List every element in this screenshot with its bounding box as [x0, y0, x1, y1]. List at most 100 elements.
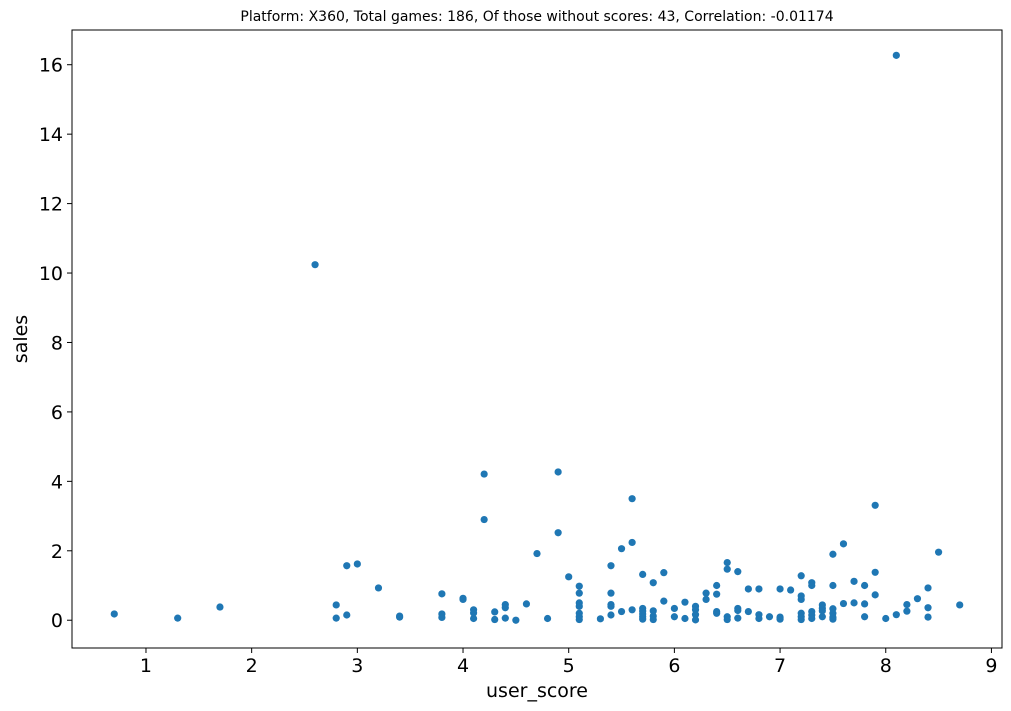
x-tick-label: 1	[140, 655, 152, 677]
x-tick-label: 2	[246, 655, 258, 677]
data-point	[787, 586, 795, 594]
y-tick-label: 6	[51, 402, 63, 424]
data-point	[596, 615, 605, 623]
data-point	[861, 581, 869, 590]
y-tick-label: 0	[51, 610, 63, 632]
data-point	[734, 568, 742, 576]
data-point	[480, 515, 488, 524]
data-point	[871, 501, 879, 509]
data-point	[670, 613, 678, 621]
y-tick-label: 10	[39, 263, 63, 285]
data-point	[956, 601, 964, 609]
data-point	[480, 470, 488, 478]
points-layer	[110, 51, 964, 624]
data-point	[892, 51, 900, 59]
data-point	[628, 538, 636, 547]
data-point	[374, 584, 383, 592]
data-point	[396, 613, 404, 621]
data-point	[343, 562, 351, 570]
data-point	[617, 545, 626, 553]
data-point	[903, 601, 911, 609]
y-axis-ticks: 0 2 4 6 8 10 12 14 16	[39, 55, 72, 632]
data-point	[723, 558, 731, 567]
data-point	[934, 548, 943, 556]
data-point	[649, 607, 657, 615]
data-point	[332, 614, 340, 622]
data-point	[776, 585, 784, 593]
data-point	[575, 615, 583, 624]
data-point	[744, 607, 752, 616]
data-point	[501, 614, 509, 622]
data-point	[512, 616, 520, 624]
data-point	[797, 615, 805, 624]
data-point	[924, 604, 932, 612]
x-tick-label: 6	[668, 655, 680, 677]
data-point	[311, 261, 319, 269]
data-point	[607, 611, 615, 619]
data-point	[681, 614, 689, 623]
data-point	[713, 590, 721, 598]
data-point	[575, 582, 583, 590]
data-point	[607, 562, 615, 570]
data-point	[174, 614, 182, 622]
data-point	[839, 540, 848, 548]
data-point	[575, 589, 583, 597]
data-point	[554, 468, 562, 476]
data-point	[522, 600, 531, 608]
data-point	[850, 599, 858, 607]
y-tick-label: 4	[51, 471, 63, 493]
data-point	[681, 598, 689, 606]
x-tick-label: 4	[457, 655, 469, 677]
data-point	[924, 613, 932, 621]
data-point	[565, 573, 573, 581]
data-point	[903, 607, 911, 615]
data-point	[575, 602, 583, 610]
data-point	[554, 529, 562, 537]
data-point	[808, 581, 816, 590]
data-point	[829, 550, 837, 558]
data-point	[343, 611, 351, 619]
data-point	[216, 603, 224, 611]
plot-frame	[71, 29, 1003, 649]
y-tick-label: 8	[51, 332, 63, 354]
data-point	[438, 590, 446, 598]
data-point	[892, 611, 900, 619]
data-point	[755, 614, 763, 623]
chart-title: Platform: X360, Total games: 186, Of tho…	[240, 9, 833, 25]
data-point	[607, 589, 615, 597]
y-tick-label: 14	[39, 124, 63, 146]
data-point	[617, 607, 626, 616]
data-point	[744, 585, 752, 593]
x-tick-label: 9	[985, 655, 997, 677]
data-point	[459, 595, 467, 603]
data-point	[691, 616, 700, 624]
data-point	[438, 613, 446, 622]
x-axis-ticks: 1 2 3 4 5 6 7 8 9	[140, 648, 997, 677]
data-point	[332, 601, 340, 609]
data-point	[755, 585, 763, 593]
x-axis-label: user_score	[486, 680, 588, 702]
data-point	[649, 615, 657, 624]
data-point	[353, 560, 361, 568]
data-point	[110, 610, 118, 618]
data-point	[797, 572, 805, 580]
x-tick-label: 8	[880, 655, 892, 677]
data-point	[797, 595, 805, 603]
data-point	[850, 577, 858, 585]
data-point	[818, 607, 826, 615]
data-point	[543, 614, 552, 623]
data-point	[861, 613, 869, 621]
data-point	[670, 604, 678, 613]
data-point	[639, 570, 647, 578]
data-point	[829, 615, 837, 623]
x-tick-label: 5	[563, 655, 575, 677]
data-point	[734, 606, 742, 615]
data-point	[501, 604, 509, 612]
data-point	[913, 595, 922, 603]
data-point	[691, 611, 700, 619]
y-tick-label: 12	[39, 194, 63, 216]
data-point	[469, 614, 478, 623]
data-point	[639, 615, 647, 623]
data-point	[491, 608, 499, 616]
data-point	[702, 595, 710, 603]
